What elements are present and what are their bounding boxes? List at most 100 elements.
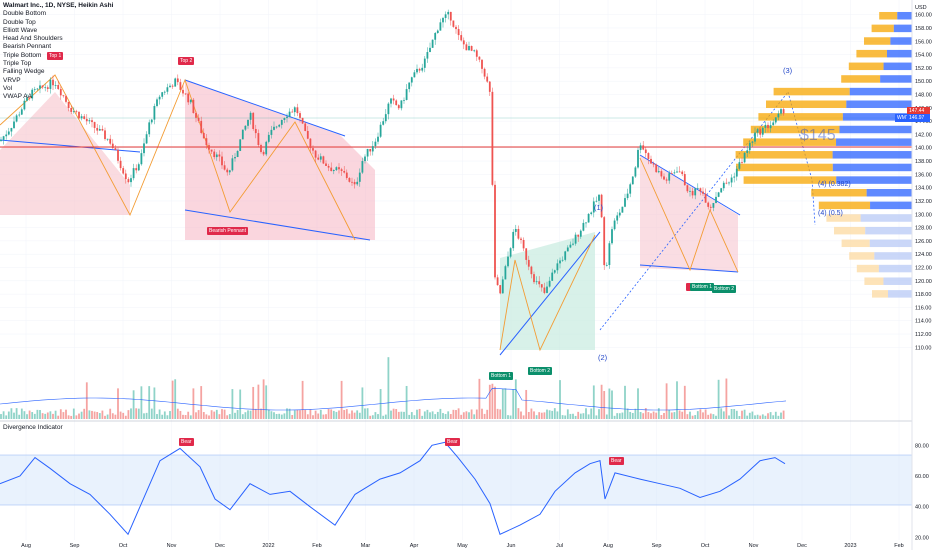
volume-bar [65,409,67,419]
candle [80,116,83,119]
volume-bar [75,415,78,419]
legend: Walmart Inc., 1D, NYSE, Heikin Ashi Doub… [3,2,113,102]
volume-bar [288,408,291,419]
candle [208,145,210,150]
volume-bar [273,412,275,419]
candle [621,206,624,213]
volume-bar [10,408,13,419]
volume-bar [247,410,249,419]
legend-item[interactable]: Double Top [3,18,36,26]
vrvp-bar [766,100,847,108]
volume-bar [330,409,333,419]
wmt-price-tag: 146.97 [907,114,930,122]
volume-bar [49,411,52,419]
candle [317,157,320,160]
volume-bar [153,387,156,419]
volume-bar [754,415,756,419]
volume-bar [130,408,132,419]
volume-bar [447,411,450,419]
volume-bar [195,412,197,419]
candle [7,131,10,135]
vrvp-bar [826,214,861,222]
candle [631,176,634,185]
volume-bar [548,410,551,419]
candle [702,191,704,194]
candle [444,14,447,18]
volume-bars [0,357,785,419]
volume-bar [244,412,247,419]
legend-item[interactable]: VRVP [3,76,21,84]
volume-bar [501,388,504,419]
volume-bar [616,413,619,419]
volume-bar [127,410,130,419]
volume-bar [270,411,273,419]
volume-bar [709,413,712,419]
candle [325,163,327,166]
candle [171,85,174,87]
candle [699,188,702,192]
candle [202,132,205,139]
legend-item[interactable]: Double Bottom [3,10,46,18]
candle [33,89,36,91]
volume-bar [782,410,785,419]
vrvp-bar [841,75,881,83]
volume-bar [283,413,286,419]
candle [179,82,182,90]
volume-bar [182,414,184,419]
volume-bar [449,414,452,419]
volume-bar [780,412,782,419]
candle [200,120,203,133]
volume-bar [314,410,317,419]
legend-item[interactable]: Triple Top [3,60,32,68]
volume-bar [179,410,182,419]
candle [465,44,468,51]
vrvp-bar [842,113,912,121]
volume-bar [397,411,400,419]
candle [36,88,39,90]
candle [608,243,611,265]
zigzag-1 [0,74,356,241]
volume-bar [431,411,434,419]
time-tick-label: Sep [70,543,80,549]
candle [403,99,405,101]
volume-bar [312,415,314,419]
volume-bar [410,412,413,419]
candle [67,101,70,109]
candle [553,270,556,273]
candle [98,128,101,131]
volume-bar [668,409,671,419]
volume-bar [286,408,288,419]
candle [717,192,720,197]
legend-item[interactable]: Vol [3,84,13,92]
candle [91,120,93,123]
candle [707,202,710,207]
candle [369,148,372,152]
volume-bar [322,414,325,419]
volume-bar [0,414,2,419]
candle [488,81,491,92]
volume-bar [673,412,676,419]
volume-bar [228,414,231,419]
volume-bar [566,409,569,419]
legend-item[interactable]: Bearish Pennant [3,43,52,51]
legend-item[interactable]: Falling Wedge [3,68,45,76]
candle [169,85,171,88]
price-tick-label: 160.00 [915,13,932,19]
osc-tick-label: 40.00 [915,505,929,511]
vrvp-bar [883,62,912,71]
legend-item[interactable]: Elliott Wave [3,26,38,34]
candle [741,162,743,163]
wave-2-label: (2) [598,353,608,362]
candle [249,112,252,120]
vrvp-bar [888,290,912,298]
legend-item[interactable]: Triple Bottom [3,51,42,59]
volume-bar [111,413,114,419]
vrvp-bar [893,24,912,33]
time-tick-label: Oct [119,543,128,549]
legend-item[interactable]: VWAP AA [3,93,32,101]
candle [280,119,283,125]
volume-bar [509,415,512,419]
legend-item[interactable]: Head And Shoulders [3,35,63,43]
volume-bar [187,411,190,419]
